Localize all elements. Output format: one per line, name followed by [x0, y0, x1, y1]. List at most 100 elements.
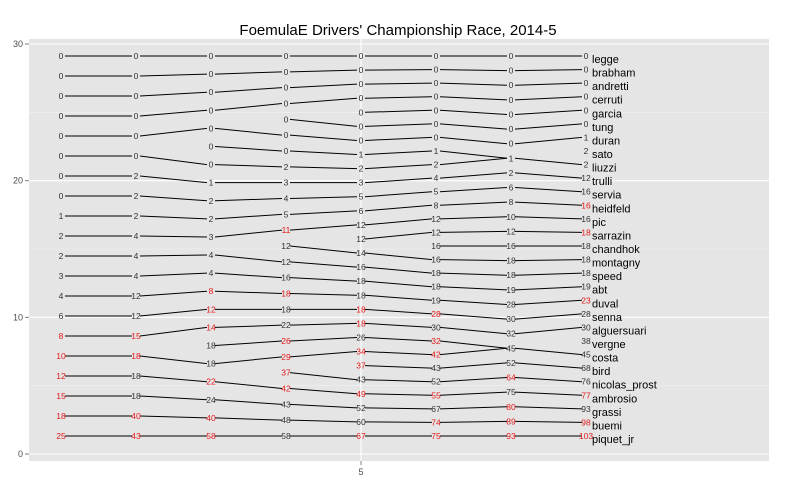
point-label: 37: [356, 361, 366, 371]
series-line-segment: [439, 420, 508, 423]
point-label: 11: [282, 225, 291, 235]
series-line-segment: [289, 419, 358, 423]
point-label: 0: [434, 65, 439, 75]
series-line-segment: [439, 326, 508, 335]
point-label: 43: [431, 363, 441, 373]
point-label: 18: [56, 411, 66, 421]
point-label: 0: [284, 130, 289, 140]
point-label: 5: [359, 192, 364, 202]
point-label: 52: [506, 358, 516, 368]
point-label: 18: [431, 282, 441, 292]
series-line-segment: [514, 313, 583, 320]
series-line-segment: [364, 421, 433, 423]
driver-label: ambrosio: [592, 393, 637, 405]
point-label: 3: [209, 232, 214, 242]
point-label: 37: [281, 368, 291, 378]
point-label: 6: [359, 206, 364, 216]
driver-label: sato: [592, 149, 613, 161]
point-label: 2: [59, 231, 64, 241]
series-line-segment: [214, 356, 283, 365]
series-line-segment: [139, 109, 208, 117]
series-line-segment: [439, 299, 508, 305]
point-label: 2: [584, 146, 589, 156]
series-line-segment: [139, 235, 208, 238]
point-label: 4: [434, 173, 439, 183]
series-line-segment: [439, 82, 508, 86]
point-label: 10: [56, 351, 66, 361]
series-line-segment: [364, 407, 433, 410]
series-line-segment: [364, 82, 433, 85]
point-label: 18: [581, 255, 591, 265]
point-label: 2: [59, 251, 64, 261]
point-label: 0: [59, 151, 64, 161]
point-label: 26: [281, 336, 291, 346]
point-label: 0: [359, 107, 364, 117]
driver-label: nicolas_prost: [592, 380, 657, 392]
y-tick-label: 10: [13, 312, 23, 322]
driver-label: trulli: [592, 176, 612, 188]
point-label: 0: [284, 114, 289, 124]
point-label: 0: [284, 67, 289, 77]
point-label: 16: [356, 262, 366, 272]
series-line-segment: [364, 252, 433, 261]
point-label: 3: [359, 178, 364, 188]
point-label: 12: [131, 311, 141, 321]
series-line-segment: [364, 123, 433, 127]
series-line-segment: [289, 210, 358, 215]
point-label: 2: [284, 162, 289, 172]
series-line-segment: [289, 277, 358, 282]
point-label: 12: [56, 371, 66, 381]
point-label: 15: [131, 331, 141, 341]
series-line-segment: [139, 175, 208, 184]
series-line-segment: [514, 406, 583, 410]
series-line-segment: [289, 336, 358, 342]
series-line-segment: [214, 340, 283, 347]
series-line-segment: [439, 136, 508, 145]
point-label: 1: [584, 132, 589, 142]
series-line-segment: [289, 372, 358, 381]
point-label: 5: [284, 209, 289, 219]
point-label: 23: [581, 295, 591, 305]
driver-label: liuzzi: [592, 163, 616, 175]
point-label: 45: [506, 343, 516, 353]
series-line-segment: [289, 293, 358, 296]
point-label: 2: [134, 171, 139, 181]
series-line-segment: [439, 313, 508, 320]
point-label: 2: [209, 196, 214, 206]
series-line-segment: [439, 157, 508, 166]
series-line-segment: [364, 322, 433, 328]
driver-label: costa: [592, 353, 619, 365]
point-label: 1: [209, 178, 214, 188]
point-label: 43: [356, 375, 366, 385]
point-label: 3: [59, 271, 64, 281]
line-layer: [65, 55, 583, 437]
point-label: 75: [431, 431, 441, 441]
point-label: 2: [584, 160, 589, 170]
series-line-segment: [214, 290, 283, 294]
series-line-segment: [139, 127, 208, 137]
series-line-segment: [364, 218, 433, 226]
series-line-segment: [214, 198, 283, 202]
series-line-segment: [439, 406, 508, 410]
driver-label: bird: [592, 366, 610, 378]
driver-label: piquet_jr: [592, 434, 635, 446]
point-label: 18: [131, 391, 141, 401]
point-label: 19: [431, 295, 441, 305]
point-label: 0: [434, 78, 439, 88]
point-label: 0: [509, 109, 514, 119]
point-label: 93: [581, 404, 591, 414]
point-label: 0: [359, 135, 364, 145]
series-line-segment: [514, 187, 583, 193]
point-label: 2: [134, 191, 139, 201]
series-line-segment: [214, 213, 283, 220]
point-label: 18: [206, 341, 216, 351]
point-label: 24: [206, 395, 216, 405]
series-line-segment: [439, 187, 508, 193]
series-line-segment: [514, 299, 583, 305]
point-label: 0: [434, 51, 439, 61]
point-label: 18: [356, 304, 366, 314]
point-label: 4: [209, 268, 214, 278]
driver-label: servia: [592, 190, 622, 202]
point-label: 4: [59, 291, 64, 301]
